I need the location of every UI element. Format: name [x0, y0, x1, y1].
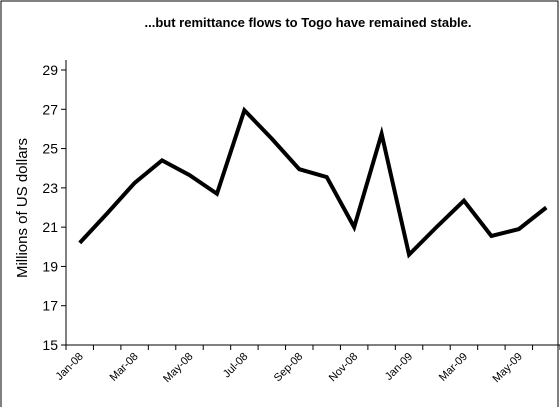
y-axis-label: Millions of US dollars: [14, 138, 31, 278]
y-tick-label: 27: [42, 101, 58, 117]
y-tick-label: 19: [42, 258, 58, 274]
y-tick-label: 23: [42, 180, 58, 196]
y-tick-label: 15: [42, 337, 58, 353]
y-tick-label: 29: [42, 62, 58, 78]
data-line: [78, 106, 548, 259]
y-tick-label: 21: [42, 219, 58, 235]
y-tick-label: 25: [42, 141, 58, 157]
chart-title: ...but remittance flows to Togo have rem…: [145, 15, 472, 30]
y-tick-label: 17: [42, 298, 58, 314]
